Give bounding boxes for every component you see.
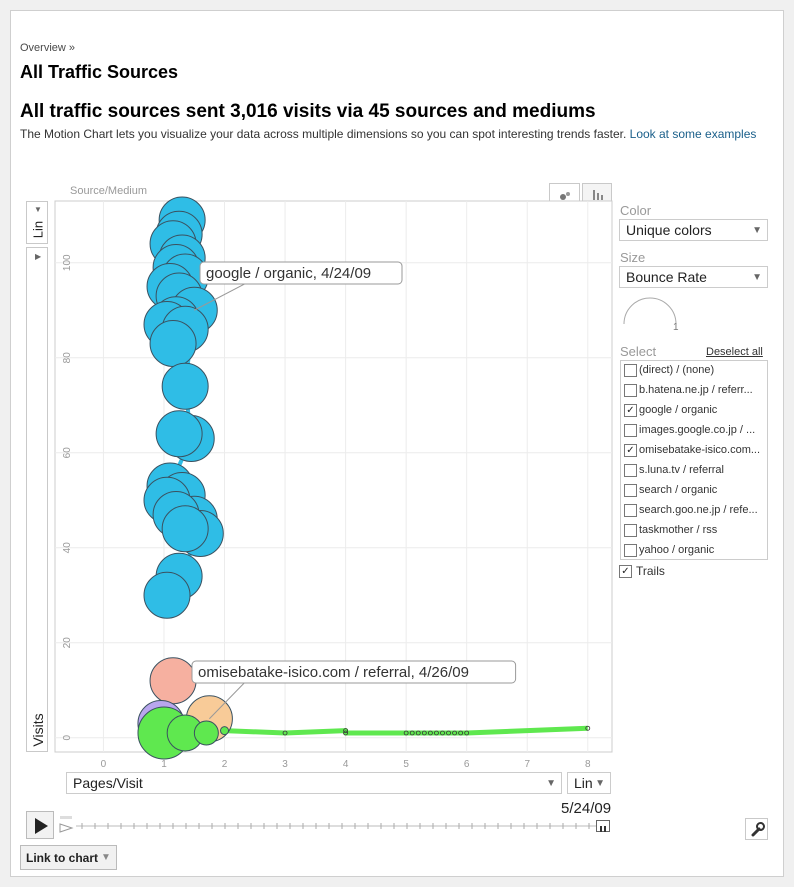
- bubble-view-button[interactable]: [549, 183, 580, 202]
- legend-label: Source/Medium: [70, 185, 147, 197]
- x-axis-select[interactable]: Pages/Visit ▼: [66, 772, 562, 794]
- select-label: Select: [620, 344, 656, 359]
- source-label: yahoo / organic: [639, 544, 714, 556]
- source-list: (direct) / (none) b.hatena.ne.jp / referr…: [620, 360, 768, 560]
- x-scale-select[interactable]: Lin ▼: [567, 772, 611, 794]
- size-scale-value: 1: [673, 322, 679, 333]
- source-checkbox[interactable]: [624, 424, 637, 437]
- wrench-icon: [750, 822, 765, 842]
- size-label: Size: [620, 250, 645, 265]
- source-label: search / organic: [639, 484, 717, 496]
- x-scale-label: Lin: [574, 775, 593, 791]
- source-label: (direct) / (none): [639, 364, 714, 376]
- color-value: Unique colors: [626, 222, 712, 238]
- description: The Motion Chart lets you visualize your…: [20, 127, 760, 142]
- source-list-item[interactable]: ✓ google / organic: [621, 401, 767, 421]
- y-scale-label: Lin: [31, 213, 46, 247]
- color-arrow-icon: ▼: [752, 225, 762, 236]
- bar-view-button[interactable]: [582, 183, 612, 202]
- source-label: b.hatena.ne.jp / referr...: [639, 384, 753, 396]
- source-label: search.goo.ne.jp / refe...: [639, 504, 758, 516]
- timeline-slider[interactable]: [74, 819, 614, 833]
- link-to-chart-button[interactable]: Link to chart ▼: [20, 845, 117, 870]
- source-label: images.google.co.jp / ...: [639, 424, 755, 436]
- size-scale-icon: [620, 292, 680, 332]
- color-select[interactable]: Unique colors ▼: [619, 219, 768, 241]
- examples-link[interactable]: Look at some examples: [630, 127, 757, 141]
- source-list-item[interactable]: taskmother / rss: [621, 521, 767, 541]
- source-checkbox[interactable]: [624, 464, 637, 477]
- size-select[interactable]: Bounce Rate ▼: [619, 266, 768, 288]
- play-button[interactable]: [26, 811, 54, 839]
- x-scale-arrow-icon: ▼: [595, 778, 605, 789]
- source-list-item[interactable]: ✓ omisebatake-isico.com...: [621, 441, 767, 461]
- trails-checkbox[interactable]: ✓: [619, 565, 632, 578]
- source-checkbox[interactable]: [624, 504, 637, 517]
- speed-control[interactable]: [59, 814, 75, 836]
- source-label: taskmother / rss: [639, 524, 717, 536]
- timeline-handle[interactable]: [596, 820, 610, 832]
- bubble-chart-icon: [559, 188, 571, 198]
- source-label: s.luna.tv / referral: [639, 464, 724, 476]
- source-label: omisebatake-isico.com...: [639, 444, 760, 456]
- source-checkbox[interactable]: [624, 484, 637, 497]
- source-checkbox[interactable]: ✓: [624, 444, 637, 457]
- trails-label: Trails: [636, 564, 665, 578]
- source-checkbox[interactable]: [624, 544, 637, 557]
- deselect-all-link[interactable]: Deselect all: [706, 346, 763, 358]
- source-list-item[interactable]: search.goo.ne.jp / refe...: [621, 501, 767, 521]
- y-axis-select[interactable]: ▶ Visits: [26, 247, 48, 752]
- description-text: The Motion Chart lets you visualize your…: [20, 127, 626, 141]
- source-list-item[interactable]: s.luna.tv / referral: [621, 461, 767, 481]
- trails-toggle[interactable]: ✓ Trails: [619, 564, 699, 580]
- source-list-item[interactable]: search / organic: [621, 481, 767, 501]
- size-value: Bounce Rate: [626, 269, 707, 285]
- breadcrumb[interactable]: Overview »: [20, 42, 75, 54]
- bar-chart-icon: [592, 187, 604, 205]
- source-list-item[interactable]: (direct) / (none): [621, 361, 767, 381]
- color-label: Color: [620, 203, 651, 218]
- x-axis-arrow-icon: ▼: [546, 778, 556, 789]
- source-checkbox[interactable]: [624, 364, 637, 377]
- current-date: 5/24/09: [561, 800, 611, 817]
- source-label: google / organic: [639, 404, 717, 416]
- x-axis-label: Pages/Visit: [73, 775, 143, 791]
- y-axis-label: Visits: [30, 705, 46, 755]
- headline: All traffic sources sent 3,016 visits vi…: [20, 101, 596, 123]
- y-scale-select[interactable]: ▼ Lin: [26, 201, 48, 244]
- page-title: All Traffic Sources: [20, 62, 178, 83]
- source-checkbox[interactable]: ✓: [624, 404, 637, 417]
- source-list-item[interactable]: images.google.co.jp / ...: [621, 421, 767, 441]
- source-list-item[interactable]: yahoo / organic: [621, 541, 767, 560]
- link-to-chart-label: Link to chart: [26, 851, 98, 865]
- link-to-chart-arrow-icon: ▼: [101, 852, 111, 863]
- y-axis-arrow-icon: ▶: [35, 252, 41, 261]
- source-checkbox[interactable]: [624, 524, 637, 537]
- play-icon: [35, 818, 48, 834]
- source-checkbox[interactable]: [624, 384, 637, 397]
- source-list-item[interactable]: b.hatena.ne.jp / referr...: [621, 381, 767, 401]
- settings-button[interactable]: [745, 818, 768, 840]
- size-arrow-icon: ▼: [752, 272, 762, 283]
